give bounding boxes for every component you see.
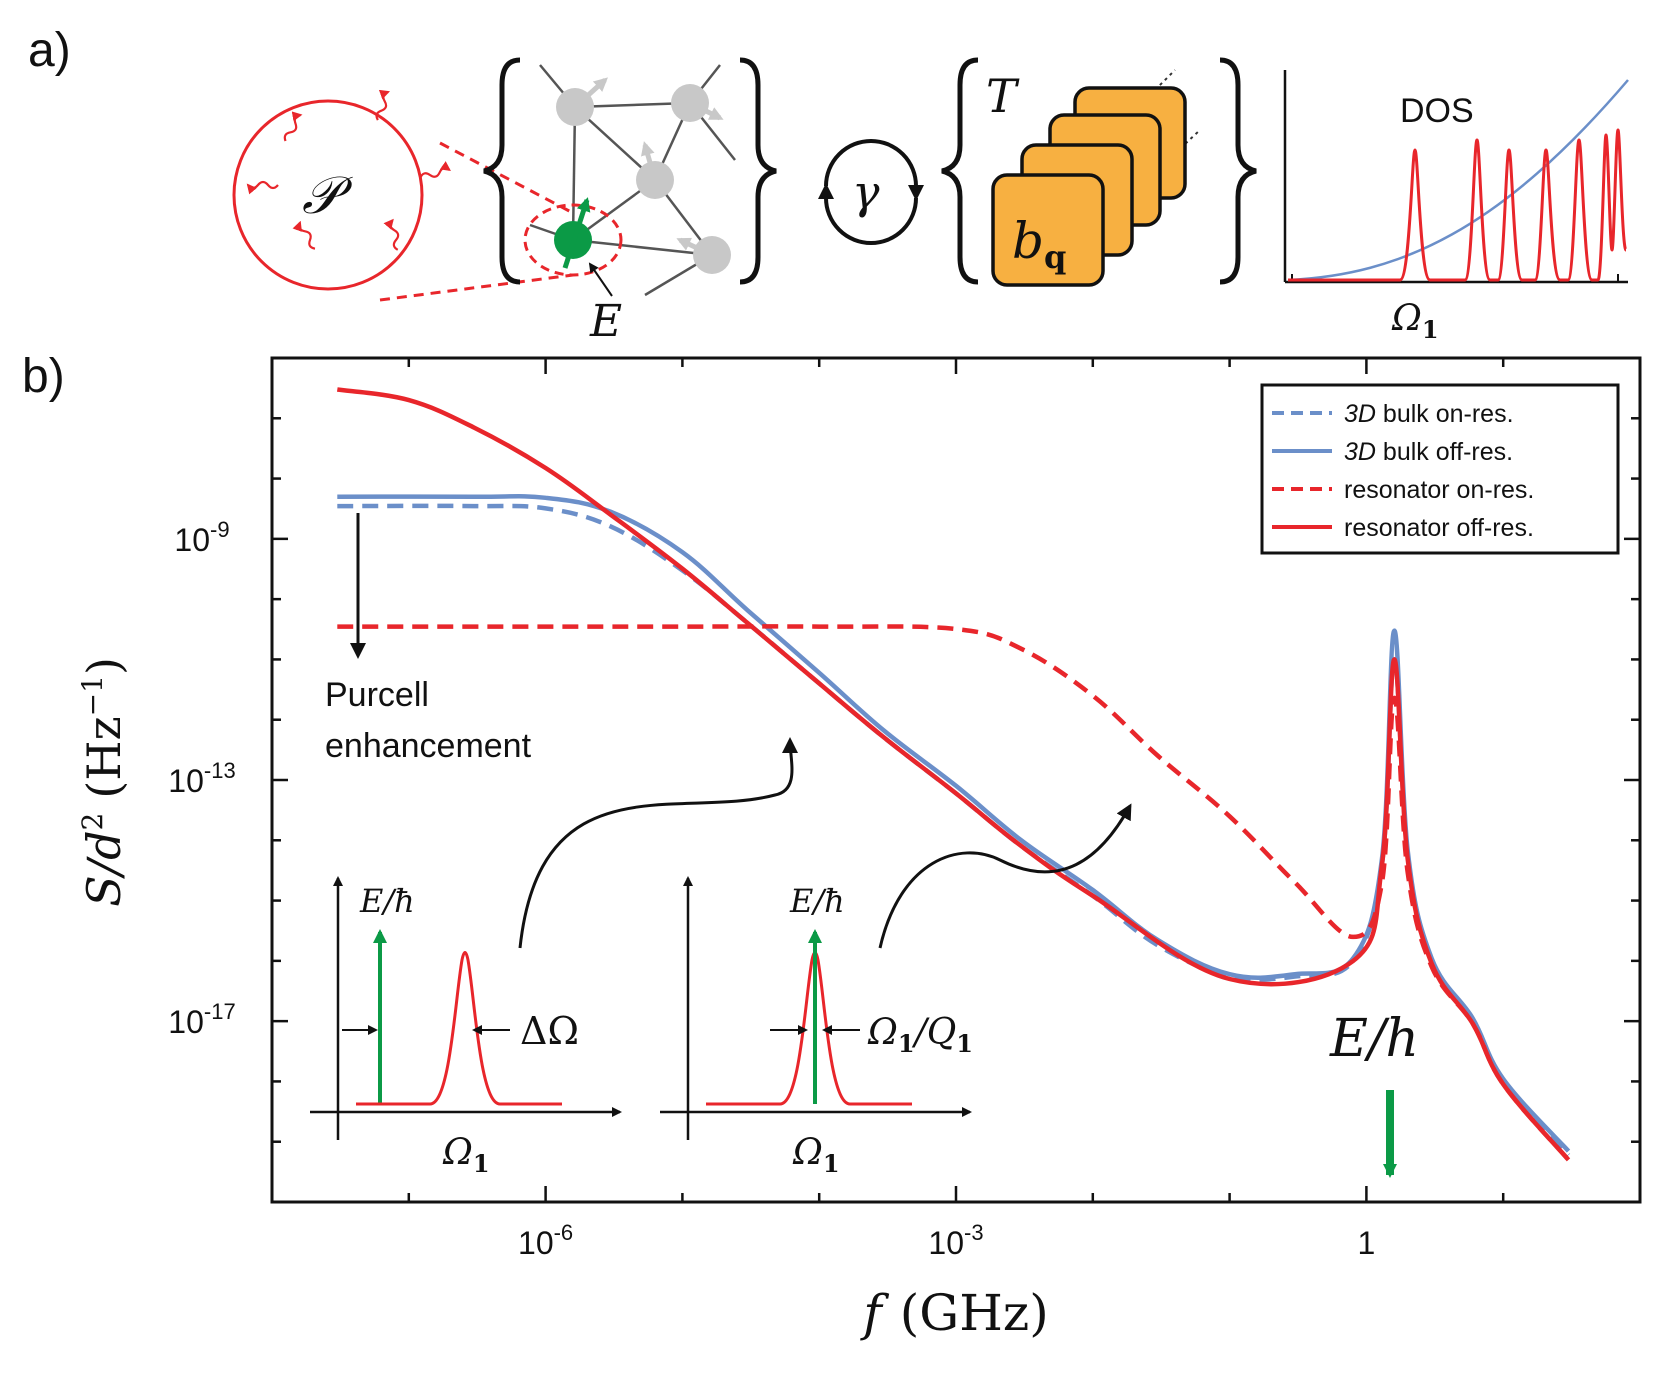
dos-resonator-curve [1288, 128, 1628, 282]
dos-inset: DOS Ω1 [1283, 70, 1629, 344]
coupling-cycle: γ [817, 139, 925, 245]
defect-energy-pointer [588, 262, 613, 297]
defect-energy: E [589, 296, 622, 347]
legend-entry: 3D bulk on-res. [1344, 400, 1514, 428]
x-tick-label: 10-6 [518, 1220, 573, 1261]
series-line-3 [337, 624, 1571, 1162]
inset-right-pointer [878, 803, 1132, 949]
zoom-line-top [439, 141, 574, 215]
y-tick-label: 10-9 [174, 517, 229, 558]
phonon-mode-card-front [991, 173, 1105, 287]
y-tick-label: 10-13 [168, 758, 235, 799]
zoom-line-bottom [379, 273, 574, 302]
series-line-4 [336, 387, 1571, 1162]
inset-right-width-label: Ω1/Q1 [867, 1012, 973, 1058]
defect-dipole-arrow [562, 197, 591, 269]
legend-entry: resonator off-res. [1344, 514, 1534, 542]
x-tick-label: 10-3 [928, 1220, 983, 1261]
panel-a-label: a) [28, 24, 71, 77]
dos-xtick: Ω1 [1391, 298, 1439, 344]
axis-ticks [270, 356, 1642, 1204]
legend: 3D bulk on-res. 3D bulk off-res. resonator… [1260, 383, 1620, 555]
panel-b: b) 10-6 10-3 1 10-9 10-13 10-17 S/d2(Hz−1) f(… [22, 350, 1642, 1342]
inset-right-ylabel: E/ħ [789, 882, 845, 920]
inset-right: E/ħ Ω1/Q1 Ω1 [660, 876, 973, 1178]
y-axis-label: S/d2(Hz−1) [76, 657, 131, 907]
x-axis-label: f (GHz) [859, 1284, 1048, 1342]
inset-left-lorentzian [356, 951, 562, 1106]
axis-tick-labels: 10-6 10-3 1 10-9 10-13 10-17 [168, 517, 1375, 1261]
panel-a: a) 𝒫 [28, 24, 1629, 347]
lattice-brace-right [739, 57, 777, 285]
inset-left: E/ħ ΔΩ Ω1 [310, 876, 622, 1178]
phonon-mode-label: bq [1012, 212, 1066, 276]
energy-marker-label: E/h [1329, 1009, 1419, 1069]
phonon-brace-left [941, 57, 979, 285]
defect-highlight [523, 203, 623, 277]
inset-left-pointer [518, 737, 799, 949]
coupling-symbol: γ [852, 165, 880, 219]
lattice-brace-left [483, 57, 521, 285]
phonon-brace-right [1219, 57, 1257, 285]
plot-series [336, 387, 1571, 1162]
purcell-label-line1: Purcell [325, 676, 429, 714]
inset-right-xtick: Ω1 [792, 1132, 840, 1178]
x-tick-label: 1 [1358, 1225, 1376, 1261]
y-tick-label: 10-17 [168, 999, 235, 1040]
phonon-temperature: T [986, 69, 1020, 123]
legend-entry: resonator on-res. [1344, 476, 1534, 504]
panel-b-label: b) [22, 350, 65, 403]
inset-left-width-label: ΔΩ [520, 1009, 579, 1053]
bath-circle: 𝒫 [232, 89, 451, 291]
legend-entry: 3D bulk off-res. [1344, 438, 1513, 466]
purcell-label-line2: enhancement [325, 727, 532, 765]
phonon-modes: bq [991, 69, 1201, 287]
inset-left-xtick: Ω1 [442, 1132, 490, 1178]
defect-lattice: E [523, 64, 736, 347]
dos-bulk-curve [1287, 79, 1629, 282]
inset-left-ylabel: E/ħ [359, 882, 415, 920]
dos-label: DOS [1400, 92, 1474, 130]
